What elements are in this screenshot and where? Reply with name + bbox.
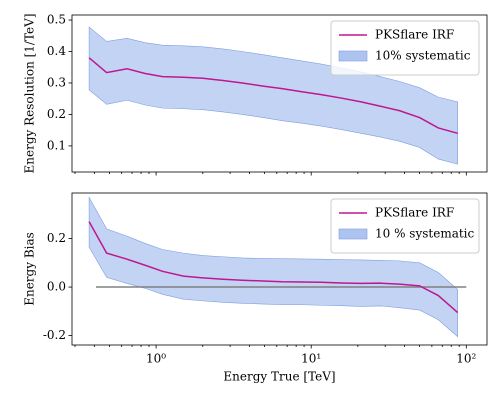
legend-box bbox=[330, 20, 480, 76]
y-tick-label: 0.0 bbox=[47, 280, 66, 294]
legend-patch bbox=[338, 228, 368, 240]
y-tick-label: -0.2 bbox=[43, 328, 66, 342]
plot-frame bbox=[71, 192, 488, 346]
series-line bbox=[88, 57, 458, 135]
legend-label: 10 % systematic bbox=[375, 227, 475, 241]
systematic-band bbox=[88, 196, 458, 338]
plot-frame bbox=[71, 14, 488, 173]
y-tick-label: 0.4 bbox=[47, 44, 66, 58]
legend-label: PKSflare IRF bbox=[375, 28, 454, 42]
y-tick-label: 0.1 bbox=[47, 138, 66, 152]
y-tick-label: 0.3 bbox=[47, 75, 66, 89]
y-axis-label: Energy Resolution [1/TeV] bbox=[23, 14, 37, 174]
y-axis-label: Energy Bias bbox=[23, 232, 37, 306]
legend-label: PKSflare IRF bbox=[375, 206, 454, 220]
x-tick-label: 10¹ bbox=[301, 352, 321, 366]
legend-label: 10% systematic bbox=[375, 49, 471, 63]
x-tick-label: 10⁰ bbox=[146, 352, 166, 366]
legend-patch bbox=[338, 50, 368, 62]
y-tick-label: 0.2 bbox=[47, 231, 66, 245]
series-line bbox=[88, 221, 459, 314]
x-axis-label: Energy True [TeV] bbox=[223, 370, 335, 384]
systematic-band bbox=[88, 26, 458, 165]
y-tick-label: 0.2 bbox=[47, 107, 66, 121]
legend-box bbox=[330, 198, 480, 254]
x-tick-label: 10² bbox=[456, 352, 476, 366]
y-tick-label: 0.5 bbox=[47, 13, 66, 27]
